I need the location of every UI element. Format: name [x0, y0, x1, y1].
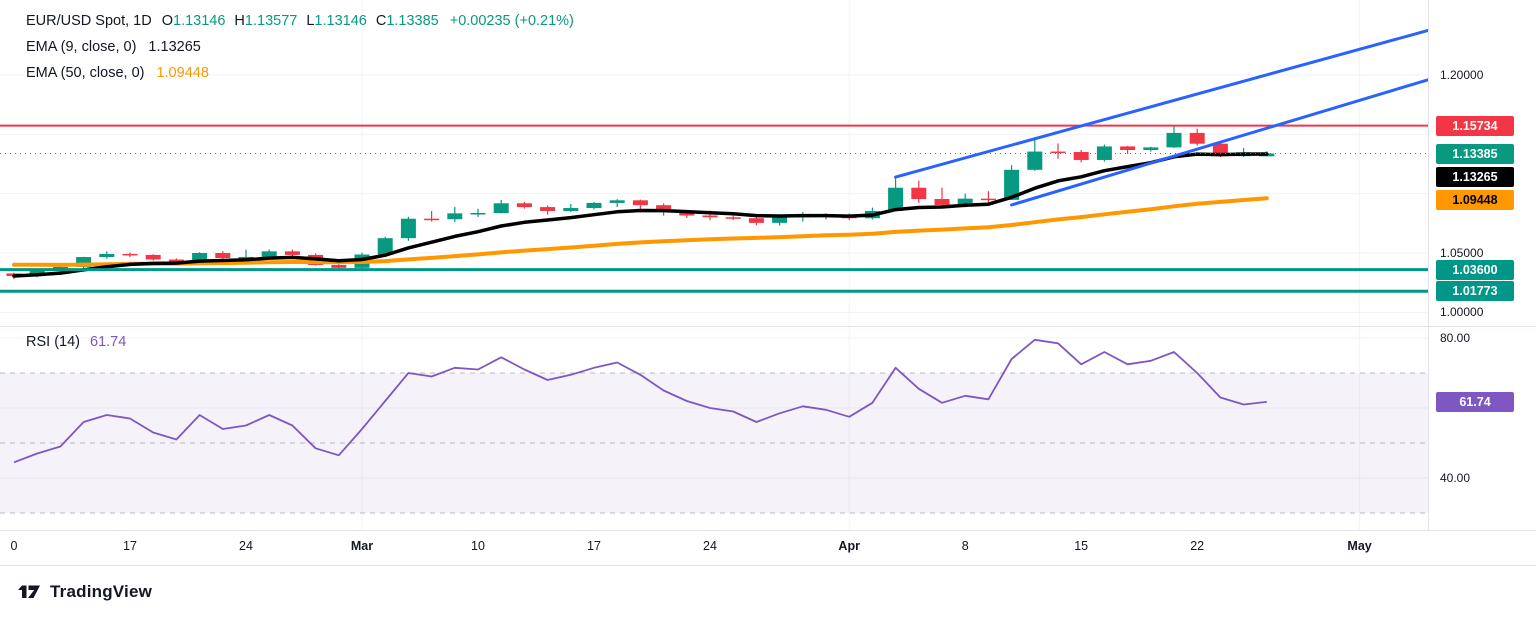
- candle-body: [1004, 169, 1020, 200]
- candle-body: [493, 203, 509, 214]
- tradingview-brand-text[interactable]: TradingView: [50, 581, 153, 601]
- candle-body: [168, 259, 184, 262]
- symbol-title[interactable]: EUR/USD Spot, 1D: [26, 13, 152, 29]
- candle-body: [284, 251, 300, 255]
- candle-body: [748, 218, 764, 223]
- trendline-channel-upper[interactable]: [894, 27, 1441, 179]
- ema50-value: 1.09448: [156, 65, 209, 81]
- candle-body: [540, 207, 556, 211]
- ema9-value: 1.13265: [148, 39, 201, 55]
- candle-body: [377, 238, 393, 255]
- candle-body: [215, 253, 231, 258]
- candle-body: [76, 257, 92, 267]
- rsi-value: 61.74: [90, 334, 127, 350]
- grid-lines: [0, 0, 1428, 530]
- rsi-legend[interactable]: RSI (14) 61.74: [26, 330, 126, 354]
- candles-series: [6, 125, 1275, 279]
- ema9-line[interactable]: [12, 152, 1269, 278]
- candle-body: [470, 213, 486, 215]
- chart-canvas[interactable]: [0, 0, 1536, 566]
- candle-body: [122, 253, 138, 256]
- rsi-line[interactable]: [13, 338, 1267, 464]
- low-value: L1.13146: [306, 13, 367, 29]
- candle-body: [99, 253, 115, 258]
- trendline-channel-lower[interactable]: [1010, 76, 1441, 207]
- candle-body: [632, 200, 648, 206]
- ema50-legend-row[interactable]: EMA (50, close, 0) 1.09448: [26, 60, 574, 86]
- ema50-line[interactable]: [12, 196, 1269, 267]
- ema9-legend-row[interactable]: EMA (9, close, 0) 1.13265: [26, 34, 574, 60]
- symbol-legend: EUR/USD Spot, 1D O1.13146 H1.13577 L1.13146…: [26, 8, 574, 86]
- candle-body: [609, 200, 625, 203]
- candle-body: [702, 215, 718, 218]
- candle-body: [400, 218, 416, 239]
- candle-body: [656, 205, 672, 211]
- candle-body: [586, 202, 602, 209]
- candle-body: [772, 217, 788, 223]
- legend-ohlc-row: EUR/USD Spot, 1D O1.13146 H1.13577 L1.13146…: [26, 8, 574, 34]
- candle-body: [1120, 146, 1136, 150]
- candle-body: [1096, 146, 1112, 160]
- rsi-label: RSI (14): [26, 334, 80, 350]
- candle-body: [980, 198, 996, 201]
- candle-body: [238, 256, 254, 259]
- candle-body: [934, 199, 950, 205]
- candle-body: [1050, 151, 1066, 154]
- close-value: C1.13385: [375, 13, 439, 29]
- candle-body: [1166, 132, 1182, 148]
- candle-body: [29, 269, 45, 277]
- plot-area[interactable]: [0, 0, 1441, 530]
- candle-body: [957, 198, 973, 205]
- candle-body: [563, 208, 579, 211]
- candle-body: [1143, 147, 1159, 150]
- candle-body: [447, 213, 463, 220]
- candle-body: [331, 264, 347, 268]
- candle-body: [192, 253, 208, 262]
- candle-body: [725, 217, 741, 219]
- candle-body: [261, 251, 277, 257]
- open-value: O1.13146: [161, 13, 226, 29]
- candle-body: [1027, 151, 1043, 170]
- price-change: +0.00235 (+0.21%): [449, 13, 574, 29]
- candle-body: [424, 218, 440, 221]
- candle-body: [516, 203, 532, 208]
- candle-body: [888, 187, 904, 211]
- candle-body: [1189, 132, 1205, 144]
- ema50-label: EMA (50, close, 0): [26, 65, 145, 81]
- candle-body: [1073, 152, 1089, 160]
- candle-body: [145, 254, 161, 260]
- high-value: H1.13577: [234, 13, 298, 29]
- footer-bar: TradingView: [0, 566, 1536, 617]
- ema9-label: EMA (9, close, 0): [26, 39, 137, 55]
- candle-body: [911, 187, 927, 200]
- tradingview-logo-icon[interactable]: [18, 582, 43, 602]
